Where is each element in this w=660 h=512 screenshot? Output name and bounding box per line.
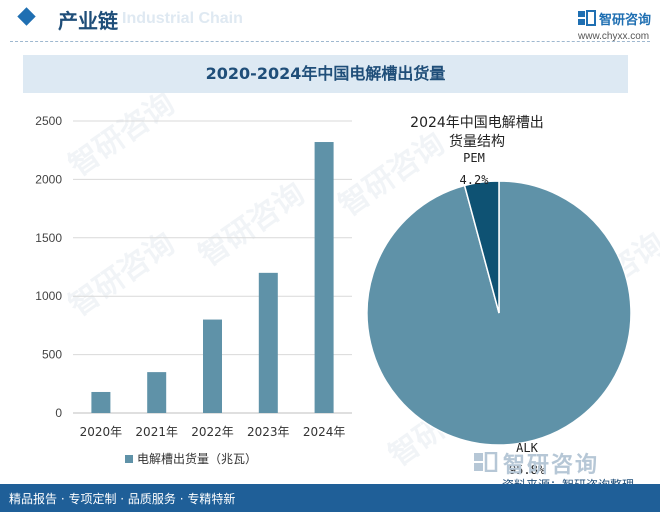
legend-swatch bbox=[125, 455, 133, 463]
pie-label: PEM bbox=[463, 151, 485, 165]
page-header: 产业链 Industrial Chain 智研咨询 www.chyxx.com bbox=[0, 0, 660, 44]
x-tick-label: 2022年 bbox=[191, 425, 234, 439]
x-tick-label: 2020年 bbox=[80, 425, 123, 439]
bar bbox=[147, 372, 167, 413]
bar bbox=[314, 142, 334, 414]
brand-url: www.chyxx.com bbox=[578, 31, 650, 42]
header-divider bbox=[10, 41, 650, 42]
footer-tagline: 精品报告 · 专项定制 · 品质服务 · 专精特新 bbox=[9, 492, 236, 506]
page-title: 产业链 bbox=[58, 9, 118, 33]
y-tick-label: 0 bbox=[55, 406, 62, 420]
bar bbox=[203, 319, 222, 413]
source-logo-icon bbox=[474, 452, 498, 472]
bar bbox=[91, 391, 111, 413]
pie-value-label: 95.8% bbox=[509, 463, 546, 477]
pie-title-line: 2024年中国电解槽出 bbox=[410, 115, 544, 131]
y-tick-label: 1500 bbox=[35, 231, 62, 245]
source-logo-text: 智研咨询 bbox=[503, 453, 600, 478]
pie-title-line: 货量结构 bbox=[449, 133, 505, 150]
legend-label: 电解槽出货量（兆瓦） bbox=[137, 451, 257, 466]
brand-logo-icon bbox=[578, 10, 596, 26]
chart-area: 0 500 1000 1500 2000 2500 2020年 2021年 2022年 2023年… bbox=[35, 114, 632, 477]
x-tick-label: 2021年 bbox=[135, 425, 178, 439]
y-tick-label: 2000 bbox=[35, 172, 62, 186]
y-tick-label: 2500 bbox=[35, 114, 62, 128]
brand-name: 智研咨询 bbox=[599, 13, 652, 28]
pie-value-label: 4.2% bbox=[460, 173, 490, 187]
bar bbox=[258, 272, 278, 413]
x-tick-label: 2023年 bbox=[247, 425, 290, 439]
pie-label: ALK bbox=[516, 441, 538, 455]
x-tick-label: 2024年 bbox=[303, 425, 346, 439]
page-subtitle: Industrial Chain bbox=[122, 10, 243, 27]
chart-title-band: 2020-2024年中国电解槽出货量 bbox=[23, 55, 628, 93]
chart-title: 2020-2024年中国电解槽出货量 bbox=[205, 64, 446, 83]
y-tick-label: 1000 bbox=[35, 289, 62, 303]
pie-slice bbox=[463, 180, 500, 314]
page-footer: 精品报告 · 专项定制 · 品质服务 · 专精特新 bbox=[0, 484, 660, 512]
y-tick-label: 500 bbox=[42, 348, 62, 362]
